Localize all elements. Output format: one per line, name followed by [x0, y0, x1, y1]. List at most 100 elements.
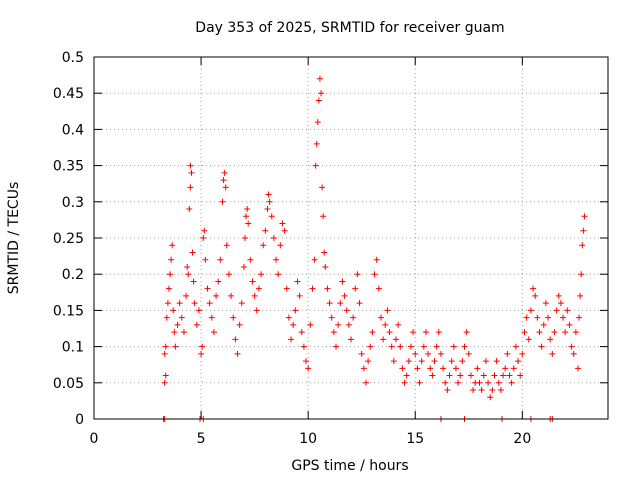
data-point [414, 365, 421, 372]
data-point [416, 379, 423, 386]
data-point [577, 292, 584, 299]
data-point [193, 321, 200, 328]
data-point [536, 329, 543, 336]
data-point [206, 300, 213, 307]
y-tick-label: 0.2 [62, 267, 84, 283]
data-point [455, 379, 462, 386]
data-point [371, 271, 378, 278]
axis-ticks [93, 56, 608, 420]
data-point [255, 285, 262, 292]
data-point [187, 162, 194, 169]
data-point [431, 358, 438, 365]
data-point [367, 343, 374, 350]
data-point [467, 372, 474, 379]
data-point [551, 329, 558, 336]
data-point [268, 213, 275, 220]
data-point [575, 365, 582, 372]
data-point [164, 300, 171, 307]
data-point [290, 321, 297, 328]
data-point [168, 256, 175, 263]
data-point [330, 329, 337, 336]
data-point [429, 372, 436, 379]
data-point [440, 365, 447, 372]
data-point [275, 271, 282, 278]
data-point [461, 343, 468, 350]
data-point [578, 271, 585, 278]
data-point [506, 372, 513, 379]
data-point [296, 292, 303, 299]
data-point [178, 314, 185, 321]
data-point [380, 336, 387, 343]
data-point [321, 249, 328, 256]
data-point [476, 379, 483, 386]
data-point [180, 329, 187, 336]
y-tick-label: 0.45 [53, 86, 84, 102]
data-point [213, 292, 220, 299]
data-point [523, 314, 530, 321]
data-point [176, 300, 183, 307]
data-point [553, 307, 560, 314]
data-point [474, 365, 481, 372]
data-point [183, 292, 190, 299]
data-point [200, 235, 207, 241]
data-point [316, 75, 323, 82]
data-point [260, 242, 267, 249]
data-point [392, 336, 399, 343]
data-point [386, 329, 393, 336]
data-point [184, 263, 191, 270]
y-tick-label: 0.35 [53, 159, 84, 175]
data-point [189, 249, 196, 256]
data-point [405, 358, 412, 365]
data-point [172, 343, 179, 350]
data-point [422, 329, 429, 336]
x-tick-label: 0 [90, 431, 99, 447]
data-point [262, 227, 269, 234]
data-point [335, 321, 342, 328]
data-point [337, 300, 344, 307]
data-point [270, 235, 277, 241]
data-point [493, 358, 500, 365]
data-point [510, 365, 517, 372]
data-point [500, 372, 507, 379]
x-tick-label: 15 [406, 431, 424, 447]
data-point [452, 365, 459, 372]
data-point [225, 271, 232, 278]
data-point [322, 263, 329, 270]
data-point [292, 307, 299, 314]
data-point [489, 387, 496, 394]
data-point [333, 343, 340, 350]
data-point [251, 292, 258, 299]
data-point [395, 321, 402, 328]
data-point [265, 191, 272, 198]
data-point [497, 387, 504, 394]
data-point [277, 242, 284, 249]
data-point [504, 350, 511, 357]
data-point [264, 206, 271, 213]
data-point [463, 329, 470, 336]
data-point [532, 292, 539, 299]
data-point [266, 198, 273, 205]
chart-title: Day 353 of 2025, SRMTID for receiver gua… [195, 20, 504, 36]
data-point [300, 343, 307, 350]
y-tick-label: 0.4 [62, 122, 84, 138]
data-point [240, 263, 247, 270]
data-point [343, 307, 350, 314]
data-point [311, 256, 318, 263]
data-point [238, 300, 245, 307]
data-point [562, 329, 569, 336]
data-point [202, 256, 209, 263]
data-point [360, 365, 367, 372]
data-point [512, 343, 519, 350]
data-point [444, 387, 451, 394]
data-point [465, 350, 472, 357]
data-point [382, 321, 389, 328]
data-point [365, 358, 372, 365]
data-point [174, 321, 181, 328]
data-point [171, 329, 178, 336]
y-tick-label: 0.25 [53, 231, 84, 247]
data-point [542, 300, 549, 307]
y-tick-label: 0 [75, 412, 84, 428]
data-point [572, 329, 579, 336]
data-point [517, 372, 524, 379]
x-tick-label: 20 [513, 431, 531, 447]
